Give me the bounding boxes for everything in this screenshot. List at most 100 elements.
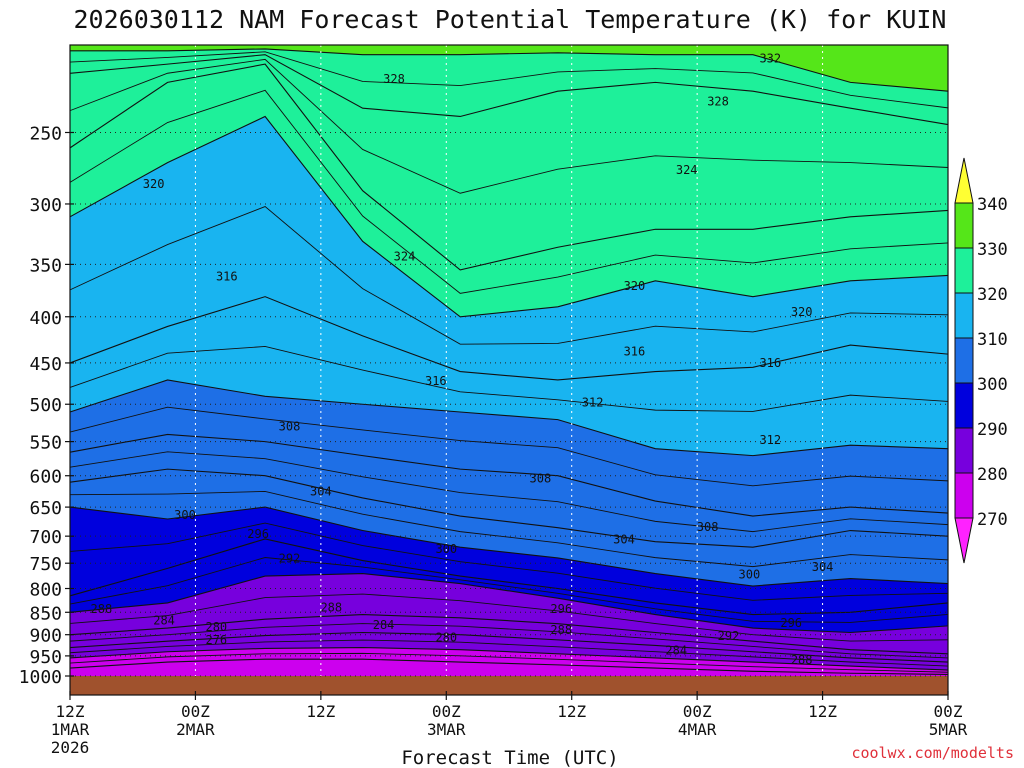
- colorbar-label-300: 300: [977, 375, 1008, 395]
- x-tick-label-3: 00Z: [432, 702, 461, 721]
- isentrope-minor-314: [69, 346, 949, 412]
- y-tick-label-400: 400: [29, 308, 62, 329]
- isentrope-312: [69, 379, 949, 457]
- isentrope-288: [69, 614, 949, 655]
- contour-label-30: 288: [550, 623, 572, 637]
- y-tick-label-750: 750: [29, 554, 62, 575]
- y-tick-label-500: 500: [29, 395, 62, 416]
- x-tick-year-0: 2026: [51, 738, 90, 757]
- colorbar-label-320: 320: [977, 285, 1008, 305]
- isentrope-minor-322: [69, 89, 949, 294]
- y-tick-label-550: 550: [29, 433, 62, 454]
- isentrope-276: [69, 658, 949, 675]
- ground-surface: [70, 676, 948, 695]
- contour-label-34: 280: [435, 630, 457, 644]
- isentrope-minor-318: [69, 206, 949, 345]
- contour-label-20: 296: [247, 527, 269, 541]
- contour-label-2: 328: [707, 94, 729, 108]
- contour-label-27: 296: [550, 602, 572, 616]
- contour-label-23: 304: [812, 560, 834, 574]
- x-tick-date-1: 2MAR: [176, 720, 215, 739]
- contour-label-0: 328: [383, 72, 405, 86]
- isentrope-minor-326: [69, 58, 949, 194]
- colorbar-segment-290: [954, 427, 974, 474]
- contour-label-26: 288: [320, 601, 342, 615]
- isentrope-minor-282: [69, 639, 949, 667]
- contour-label-9: 316: [624, 344, 646, 358]
- colorbar-label-330: 330: [977, 240, 1008, 260]
- isentrope-minor-298: [69, 522, 949, 601]
- x-tick-label-0: 12Z: [56, 702, 85, 721]
- y-tick-label-900: 900: [29, 626, 62, 647]
- theta-band-324: [70, 45, 948, 270]
- contour-label-36: 284: [665, 643, 687, 657]
- colorbar-label-270: 270: [977, 510, 1008, 530]
- contour-label-18: 300: [174, 508, 196, 522]
- y-tick-label-300: 300: [29, 195, 62, 216]
- contour-label-4: 324: [676, 163, 698, 177]
- isentrope-minor-310: [69, 406, 949, 487]
- contour-label-25: 288: [91, 602, 113, 616]
- source-credit: coolwx.com/modelts: [851, 744, 1014, 762]
- colorbar-segment-310: [954, 337, 974, 384]
- y-tick-label-1000: 1000: [19, 667, 62, 688]
- contour-label-7: 320: [624, 279, 646, 293]
- colorbar-segment-320: [954, 292, 974, 339]
- contour-label-22: 300: [739, 568, 761, 582]
- contour-label-16: 304: [310, 485, 332, 499]
- colorbar-label-290: 290: [977, 420, 1008, 440]
- isentrope-minor-330: [69, 51, 949, 109]
- chart-title: 2026030112 NAM Forecast Potential Temper…: [74, 5, 947, 34]
- x-tick-label-4: 12Z: [557, 702, 586, 721]
- contour-label-29: 284: [373, 618, 395, 632]
- contour-label-19: 304: [613, 533, 635, 547]
- isentrope-308: [69, 433, 949, 517]
- x-tick-label-5: 00Z: [683, 702, 712, 721]
- colorbar-top-arrow: [954, 157, 974, 204]
- contour-label-13: 312: [759, 433, 781, 447]
- contour-label-11: 316: [425, 374, 447, 388]
- contour-label-33: 276: [205, 633, 227, 647]
- y-tick-label-700: 700: [29, 527, 62, 548]
- isentrope-300: [69, 506, 949, 587]
- y-tick-label-850: 850: [29, 603, 62, 624]
- isentrope-296: [69, 538, 949, 616]
- contour-label-37: 288: [791, 653, 813, 667]
- plot-frame: [69, 44, 949, 696]
- contour-label-6: 316: [216, 270, 238, 284]
- y-tick-label-950: 950: [29, 647, 62, 668]
- x-tick-date-7: 5MAR: [929, 720, 968, 739]
- x-tick-label-1: 00Z: [181, 702, 210, 721]
- contour-label-3: 320: [143, 177, 165, 191]
- contour-label-10: 316: [759, 356, 781, 370]
- isentrope-304: [69, 468, 949, 548]
- colorbar-label-280: 280: [977, 465, 1008, 485]
- colorbar-bottom-arrow: [954, 517, 974, 564]
- colorbar-segment-340: [954, 202, 974, 249]
- isentrope-316: [69, 296, 949, 381]
- x-tick-label-7: 00Z: [934, 702, 963, 721]
- y-tick-label-450: 450: [29, 354, 62, 375]
- contour-label-14: 308: [279, 419, 301, 433]
- isentrope-292: [69, 572, 949, 634]
- isentrope-minor-290: [69, 593, 949, 642]
- isentrope-minor-294: [69, 557, 949, 623]
- contour-label-32: 280: [205, 620, 227, 634]
- y-tick-label-600: 600: [29, 467, 62, 488]
- x-tick-label-2: 12Z: [306, 702, 335, 721]
- y-tick-label-250: 250: [29, 123, 62, 144]
- x-tick-label-6: 12Z: [808, 702, 837, 721]
- x-tick-date-5: 4MAR: [678, 720, 717, 739]
- contour-label-17: 308: [697, 520, 719, 534]
- isentrope-328: [69, 54, 949, 126]
- contour-label-1: 332: [759, 51, 781, 65]
- colorbar-label-340: 340: [977, 195, 1008, 215]
- y-tick-label-650: 650: [29, 498, 62, 519]
- contour-label-35: 292: [718, 629, 740, 643]
- isentrope-280: [69, 646, 949, 671]
- isentrope-324: [69, 63, 949, 271]
- isentrope-minor-306: [69, 451, 949, 533]
- isentrope-332: [70, 48, 949, 92]
- isentrope-minor-286: [69, 623, 949, 659]
- y-tick-label-350: 350: [29, 255, 62, 276]
